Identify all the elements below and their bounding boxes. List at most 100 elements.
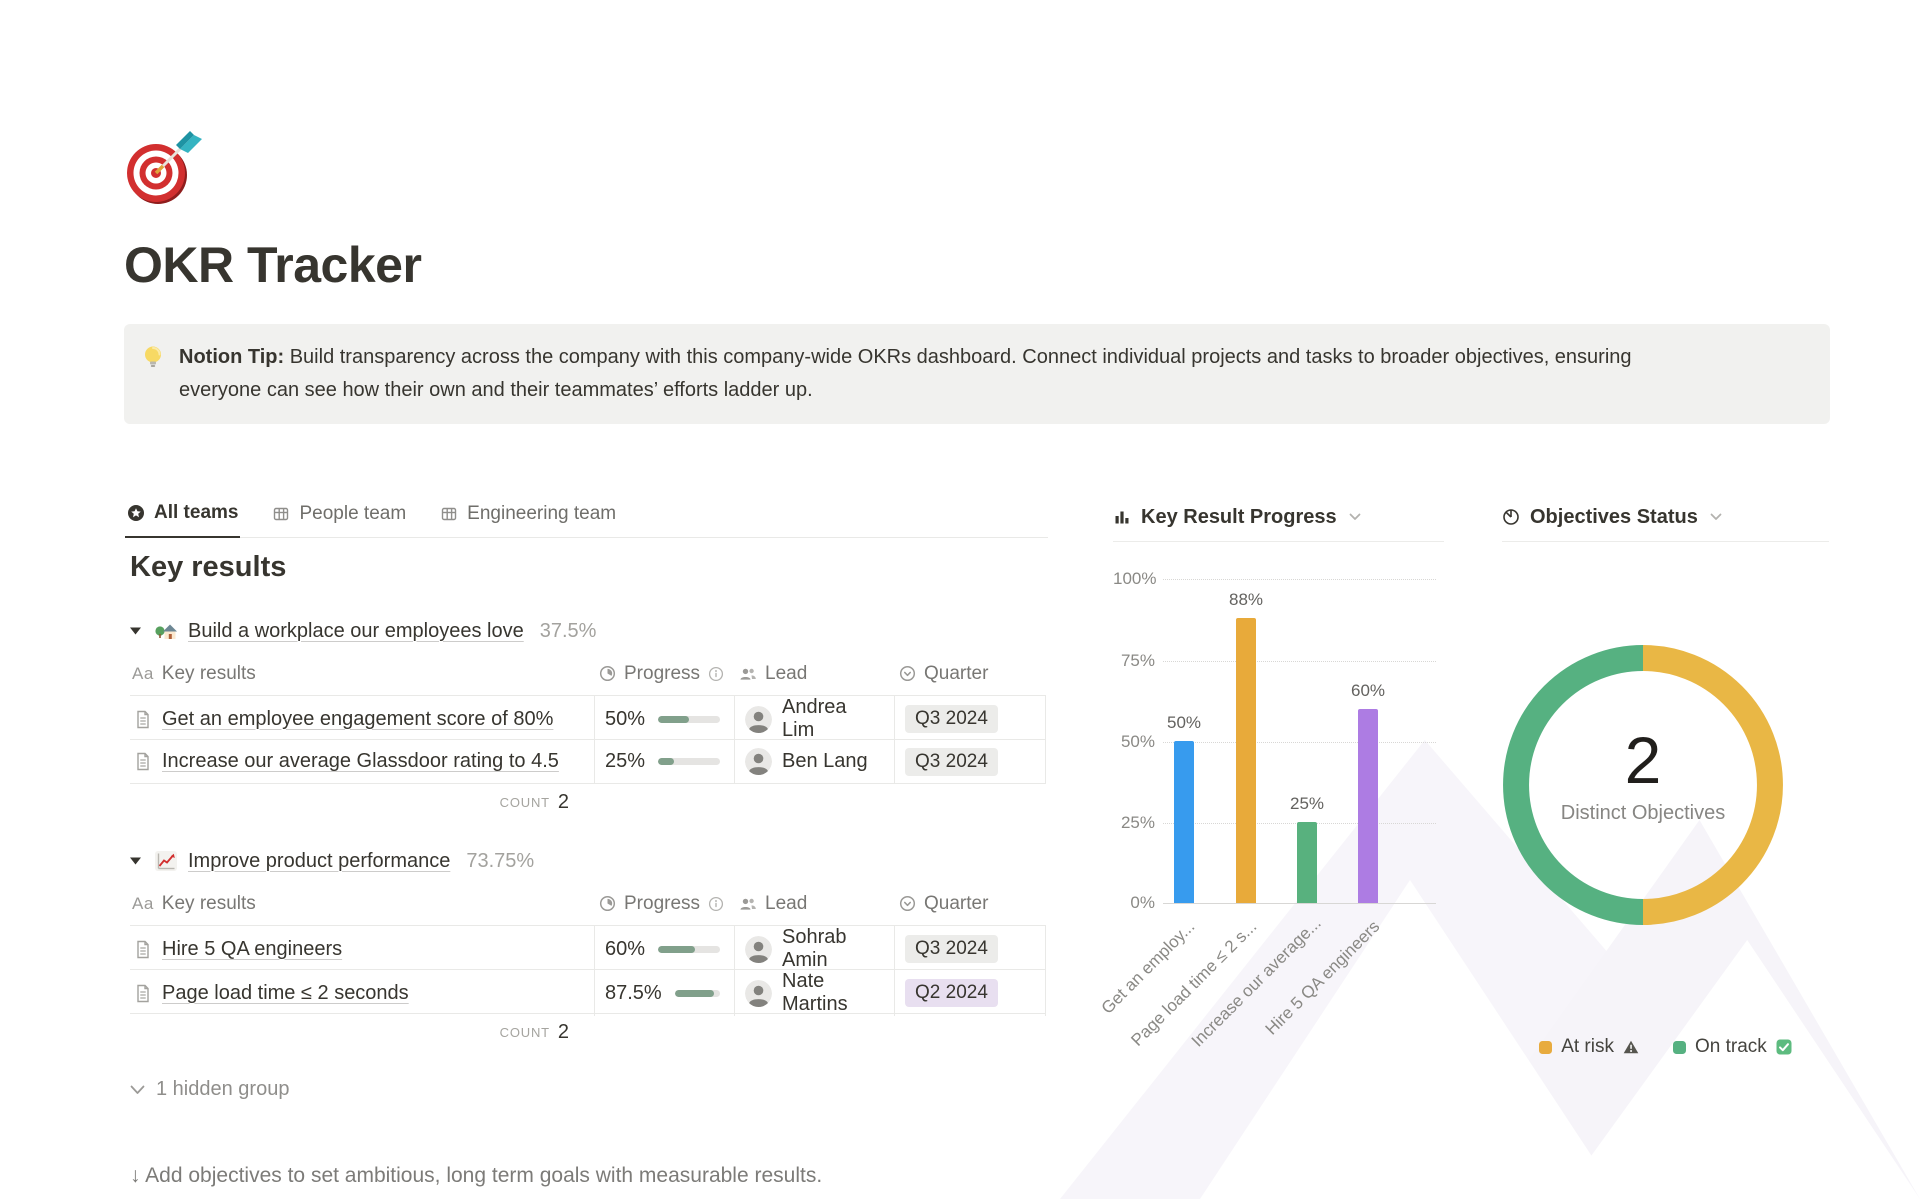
progress-bar — [658, 758, 720, 765]
quarter-tag[interactable]: Q3 2024 — [905, 705, 998, 733]
key-result-cell[interactable]: Get an employee engagement score of 80% — [130, 696, 595, 742]
table-row[interactable]: Page load time ≤ 2 seconds 87.5% Nate Ma… — [130, 970, 1046, 1016]
bar-glassdoor-rating: 25% — [1290, 794, 1324, 903]
avatar — [745, 935, 772, 963]
progress-cell: 60% — [595, 926, 735, 972]
quarter-tag[interactable]: Q3 2024 — [905, 747, 998, 776]
objectives-status-donut — [1503, 645, 1783, 925]
quarter-cell[interactable]: Q2 2024 — [895, 970, 1046, 1016]
group-title-link[interactable]: Build a workplace our employees love — [188, 619, 524, 642]
card-divider — [1113, 541, 1444, 542]
page-icon — [137, 984, 149, 1002]
quarter-cell[interactable]: Q3 2024 — [895, 696, 1046, 742]
lead-cell[interactable]: Ben Lang — [735, 740, 895, 783]
progress-bar — [658, 945, 720, 953]
lead-cell[interactable]: Nate Martins — [735, 970, 895, 1016]
page-emoji-target-dart-icon[interactable] — [122, 126, 206, 210]
y-tick: 25% — [1120, 813, 1155, 832]
text-property-icon: Aa — [132, 663, 154, 683]
lead-cell[interactable]: Andrea Lim — [735, 696, 895, 742]
bar-hire-qa-engineers: 60% — [1351, 681, 1385, 903]
table-row[interactable]: Increase our average Glassdoor rating to… — [130, 740, 1046, 784]
lightbulb-icon — [140, 344, 166, 375]
column-header-quarter[interactable]: Quarter — [895, 882, 1046, 925]
table-row[interactable]: Get an employee engagement score of 80% … — [130, 696, 1046, 742]
chart-increasing-emoji-icon — [154, 849, 178, 873]
page-icon — [137, 752, 149, 771]
key-result-link[interactable]: Hire 5 QA engineers — [162, 937, 343, 960]
progress-value: 60% — [605, 937, 646, 960]
progress-bar — [674, 989, 720, 997]
tab-all-teams[interactable]: All teams — [125, 496, 241, 538]
distinct-objectives-count: 2 — [1624, 723, 1662, 797]
people-icon — [740, 898, 756, 910]
gauge-icon — [599, 665, 616, 682]
key-result-cell[interactable]: Hire 5 QA engineers — [130, 926, 595, 972]
bar-chart-card-title: Key Result Progress — [1113, 502, 1361, 532]
column-header-quarter[interactable]: Quarter — [895, 652, 1046, 695]
progress-cell: 50% — [595, 696, 735, 742]
y-tick: 0% — [1130, 893, 1155, 912]
select-property-icon — [899, 895, 916, 912]
section-heading: Key results — [130, 551, 287, 583]
count-label: count — [499, 794, 550, 810]
progress-value: 50% — [605, 707, 646, 730]
column-header-lead[interactable]: Lead — [735, 882, 895, 925]
group-title-link[interactable]: Improve product performance — [188, 849, 451, 872]
info-icon[interactable] — [708, 896, 724, 912]
quarter-tag[interactable]: Q2 2024 — [905, 979, 998, 1007]
group-header: Build a workplace our employees love 37.… — [130, 616, 1046, 646]
bar-chart-icon — [1115, 511, 1129, 524]
gauge-icon — [599, 895, 616, 912]
group-header: Improve product performance 73.75% — [130, 846, 1046, 876]
table-header-row: Aa Key results Progress Lead Quarter — [130, 652, 1046, 696]
column-header-progress[interactable]: Progress — [595, 652, 735, 695]
callout-text: Notion Tip: Build transparency across th… — [179, 346, 1632, 401]
avatar — [745, 748, 772, 775]
column-header-name[interactable]: Aa Key results — [132, 662, 256, 684]
key-results-table: Aa Key results Progress Lead Quarter — [130, 652, 1046, 820]
avatar — [745, 979, 772, 1007]
lead-cell[interactable]: Sohrab Amin — [735, 926, 895, 972]
count-cell[interactable]: count 2 — [130, 1014, 595, 1050]
tab-people-team[interactable]: People team — [270, 496, 408, 537]
collapse-toggle-icon[interactable] — [130, 857, 144, 865]
key-result-link[interactable]: Get an employee engagement score of 80% — [162, 707, 554, 730]
star-view-icon — [127, 504, 145, 522]
quarter-tag[interactable]: Q3 2024 — [905, 935, 998, 963]
donut-legend: At risk On track — [1502, 1036, 1829, 1058]
table-view-icon — [440, 505, 458, 523]
group-percent: 73.75% — [466, 849, 535, 872]
y-tick: 50% — [1120, 732, 1155, 751]
column-header-name[interactable]: Aa Key results — [132, 892, 256, 914]
quarter-cell[interactable]: Q3 2024 — [895, 926, 1046, 972]
hidden-group-toggle[interactable]: 1 hidden group — [130, 1078, 1046, 1101]
quarter-cell[interactable]: Q3 2024 — [895, 740, 1046, 783]
lead-name: Ben Lang — [782, 750, 868, 772]
collapse-toggle-icon[interactable] — [130, 627, 144, 635]
count-row: count 2 — [130, 784, 1046, 820]
select-property-icon — [899, 665, 916, 682]
column-header-progress[interactable]: Progress — [595, 882, 735, 925]
lead-name: Nate Martins — [782, 970, 848, 1015]
column-header-lead[interactable]: Lead — [735, 652, 895, 695]
count-row: count 2 — [130, 1014, 1046, 1050]
key-results-table: Aa Key results Progress Lead Quarter — [130, 882, 1046, 1050]
progress-cell: 25% — [595, 740, 735, 783]
count-cell[interactable]: count 2 — [130, 784, 595, 820]
house-garden-emoji-icon — [154, 619, 178, 643]
key-result-cell[interactable]: Page load time ≤ 2 seconds — [130, 970, 595, 1016]
people-icon — [740, 668, 756, 680]
key-result-link[interactable]: Increase our average Glassdoor rating to… — [162, 750, 559, 772]
info-icon[interactable] — [708, 666, 724, 682]
bar-page-load-time: 88% — [1229, 590, 1263, 903]
table-row[interactable]: Hire 5 QA engineers 60% Sohrab Amin Q3 2… — [130, 926, 1046, 972]
legend-on-track[interactable]: On track — [1672, 1036, 1792, 1058]
chevron-down-icon[interactable] — [1710, 513, 1722, 521]
key-result-cell[interactable]: Increase our average Glassdoor rating to… — [130, 740, 595, 783]
chevron-down-icon[interactable] — [1349, 513, 1361, 521]
key-result-link[interactable]: Page load time ≤ 2 seconds — [162, 981, 409, 1004]
legend-at-risk[interactable]: At risk — [1539, 1036, 1639, 1058]
tab-engineering-team[interactable]: Engineering team — [438, 496, 618, 537]
lead-name: Andrea Lim — [782, 696, 847, 741]
